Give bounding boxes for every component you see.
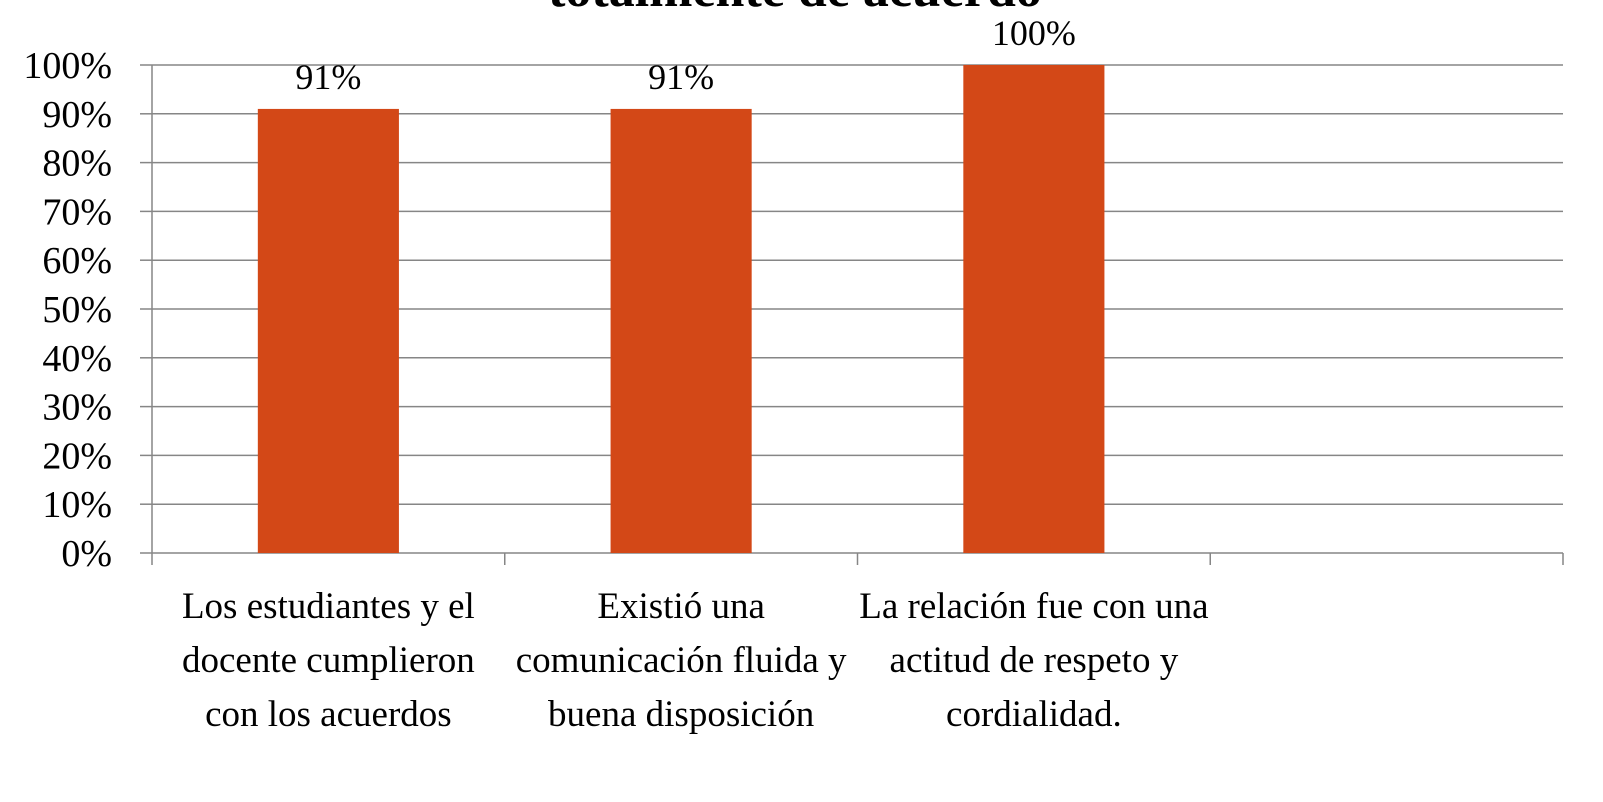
y-tick-label: 20% — [42, 435, 112, 477]
y-tick-label: 50% — [42, 289, 112, 331]
y-tick-label: 80% — [42, 143, 112, 185]
y-tick-label: 30% — [42, 387, 112, 429]
x-tick-label: Existió una comunicación fluida y buena … — [515, 586, 847, 735]
x-tick-label: La relación fue con una actitud de respe… — [859, 586, 1209, 735]
x-tick-label: Los estudiantes y el docente cumplieron … — [181, 586, 475, 735]
y-tick-label: 40% — [42, 338, 112, 380]
data-label: 100% — [992, 13, 1076, 53]
y-tick-label: 60% — [42, 240, 112, 282]
chart-title: totalmente de acuerdo — [548, 0, 1042, 18]
y-tick-label: 10% — [42, 484, 112, 526]
y-tick-label: 70% — [42, 191, 112, 233]
y-tick-label: 100% — [23, 45, 112, 87]
y-tick-label: 90% — [42, 94, 112, 136]
bar — [963, 65, 1105, 553]
bar — [257, 108, 399, 554]
bar — [610, 108, 752, 554]
data-label: 91% — [648, 57, 714, 97]
y-tick-label: 0% — [61, 533, 112, 575]
data-label: 91% — [295, 57, 361, 97]
